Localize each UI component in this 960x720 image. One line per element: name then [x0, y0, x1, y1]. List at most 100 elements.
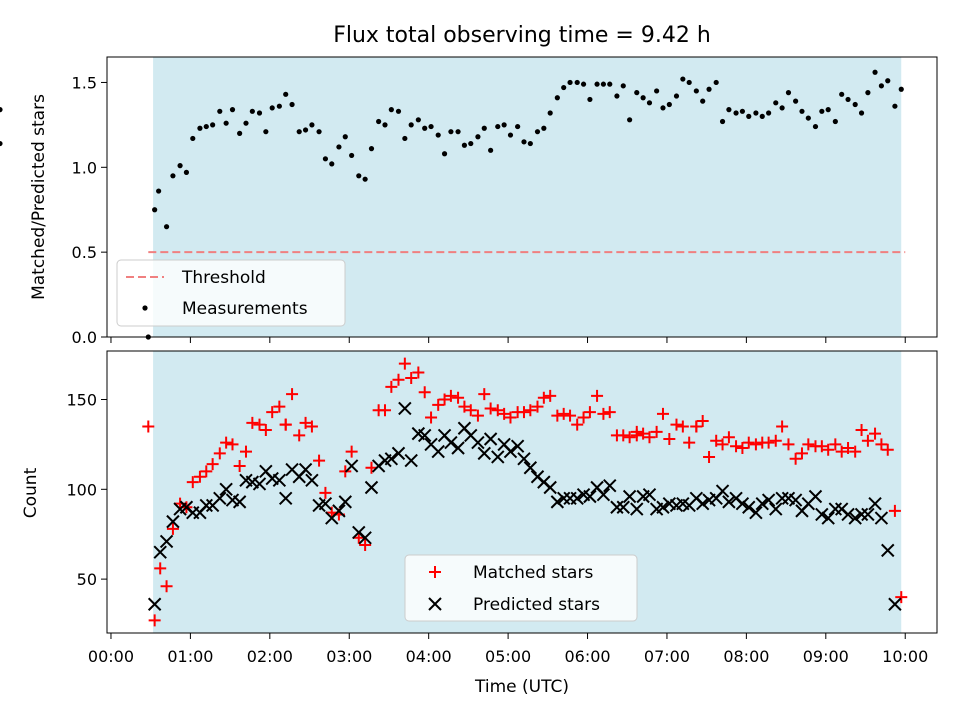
top-legend-box [116, 259, 346, 327]
measurement-point [0, 107, 3, 113]
bottom-x-ticks: 00:00 01:00 02:00 03:00 04:00 05:00 06:00 07:00… [88, 633, 928, 666]
bottom-y-axis-label: Count [21, 467, 41, 518]
matched-star-point [888, 504, 901, 517]
matched-star-point [822, 443, 835, 456]
measurement-point [700, 98, 706, 104]
x-tick-label: 06:00 [564, 647, 610, 666]
predicted-star-point [769, 502, 783, 516]
matched-star-point [193, 470, 206, 483]
measurement-point [686, 79, 692, 86]
matched-star-point [591, 389, 604, 402]
matched-star-point [246, 416, 259, 429]
x-tick-label: 04:00 [406, 647, 452, 666]
measurement-point [825, 107, 831, 113]
matched-star-point [478, 388, 491, 401]
matched-star-point [637, 427, 650, 440]
measurement-point [547, 110, 553, 116]
predicted-star-point [874, 511, 889, 525]
matched-star-point [524, 404, 537, 417]
matched-star-point [782, 438, 795, 451]
matched-star-point [716, 438, 729, 451]
measurement-point [488, 147, 494, 153]
top-y-axis-label: Matched/Predicted stars [29, 94, 49, 300]
top-panel: 0.0 0.5 1.0 1.5 Matched/Predicted stars Thr… [0, 56, 938, 347]
measurement-point [203, 123, 209, 130]
predicted-star-point [483, 432, 498, 446]
matched-star-point [186, 476, 199, 489]
predicted-star-point [384, 452, 399, 466]
matched-star-point [564, 409, 577, 422]
measurement-point [646, 100, 653, 106]
matched-star-point [491, 404, 504, 417]
measurement-point [256, 110, 263, 116]
measurement-point [746, 113, 752, 119]
predicted-star-point [848, 511, 862, 525]
matched-stars-series [142, 357, 908, 627]
measurement-point [229, 107, 236, 113]
predicted-star-point [332, 504, 346, 518]
measurement-point [177, 163, 183, 169]
matched-star-point [650, 425, 663, 438]
predicted-star-point [417, 428, 432, 443]
x-tick-label: 05:00 [485, 647, 531, 666]
matched-star-point [405, 371, 418, 384]
measurement-point [607, 81, 613, 87]
matched-star-point [226, 438, 239, 451]
measurement-point [362, 176, 368, 182]
measurement-point [152, 207, 158, 213]
predicted-star-point [252, 477, 267, 491]
matched-star-point [444, 389, 457, 402]
measurement-point [481, 125, 487, 131]
matched-star-point [663, 433, 676, 446]
measurement-point [461, 142, 468, 148]
matched-star-point [319, 486, 332, 499]
matched-star-point [392, 373, 405, 386]
predicted-star-point [431, 444, 445, 459]
predicted-star-point [742, 500, 756, 514]
predicted-star-point [596, 487, 611, 502]
matched-star-point [286, 388, 299, 401]
measurement-point [693, 88, 699, 94]
bottom-y-tick-label: 50 [77, 570, 97, 589]
matched-star-point [313, 454, 326, 467]
matched-star-point [432, 398, 445, 411]
predicted-star-point [775, 491, 789, 505]
measurement-point [753, 110, 759, 116]
measurement-point [878, 83, 885, 89]
matched-star-point [829, 438, 842, 451]
predicted-star-point [213, 491, 227, 505]
measurement-point [0, 140, 3, 147]
predicted-star-point [550, 495, 565, 509]
matched-star-point [623, 431, 636, 444]
predicted-star-point [147, 597, 162, 611]
bottom-legend-box [404, 554, 638, 622]
top-x-ticks [110, 337, 906, 343]
predicted-star-point [622, 489, 637, 504]
measurement-point [733, 110, 739, 116]
matched-star-point [861, 434, 874, 447]
measurement-point [852, 101, 858, 108]
measurement-point [785, 90, 792, 96]
bottom-y-tick-label: 150 [66, 390, 97, 409]
measurement-point [614, 93, 620, 99]
measurement-point [289, 101, 295, 108]
predicted-star-point [610, 500, 624, 514]
measurement-point [156, 188, 162, 194]
predicted-star-point [861, 507, 875, 522]
measurement-point [507, 132, 514, 138]
matched-star-point [749, 438, 762, 451]
measurement-point [521, 139, 527, 145]
measurement-point [515, 123, 521, 130]
measurement-point [660, 105, 666, 111]
matched-legend-label: Matched stars [473, 563, 593, 583]
measurements-legend-label: Measurements [182, 299, 308, 319]
measurement-point [892, 103, 898, 109]
predicted-star-point [199, 498, 213, 513]
matched-star-point [233, 459, 246, 472]
measurement-point [713, 79, 719, 86]
predicted-star-point [656, 500, 670, 514]
x-tick-label: 03:00 [326, 647, 372, 666]
measurement-point [719, 118, 726, 125]
measurement-point [243, 120, 249, 126]
matched-star-point [273, 400, 286, 413]
